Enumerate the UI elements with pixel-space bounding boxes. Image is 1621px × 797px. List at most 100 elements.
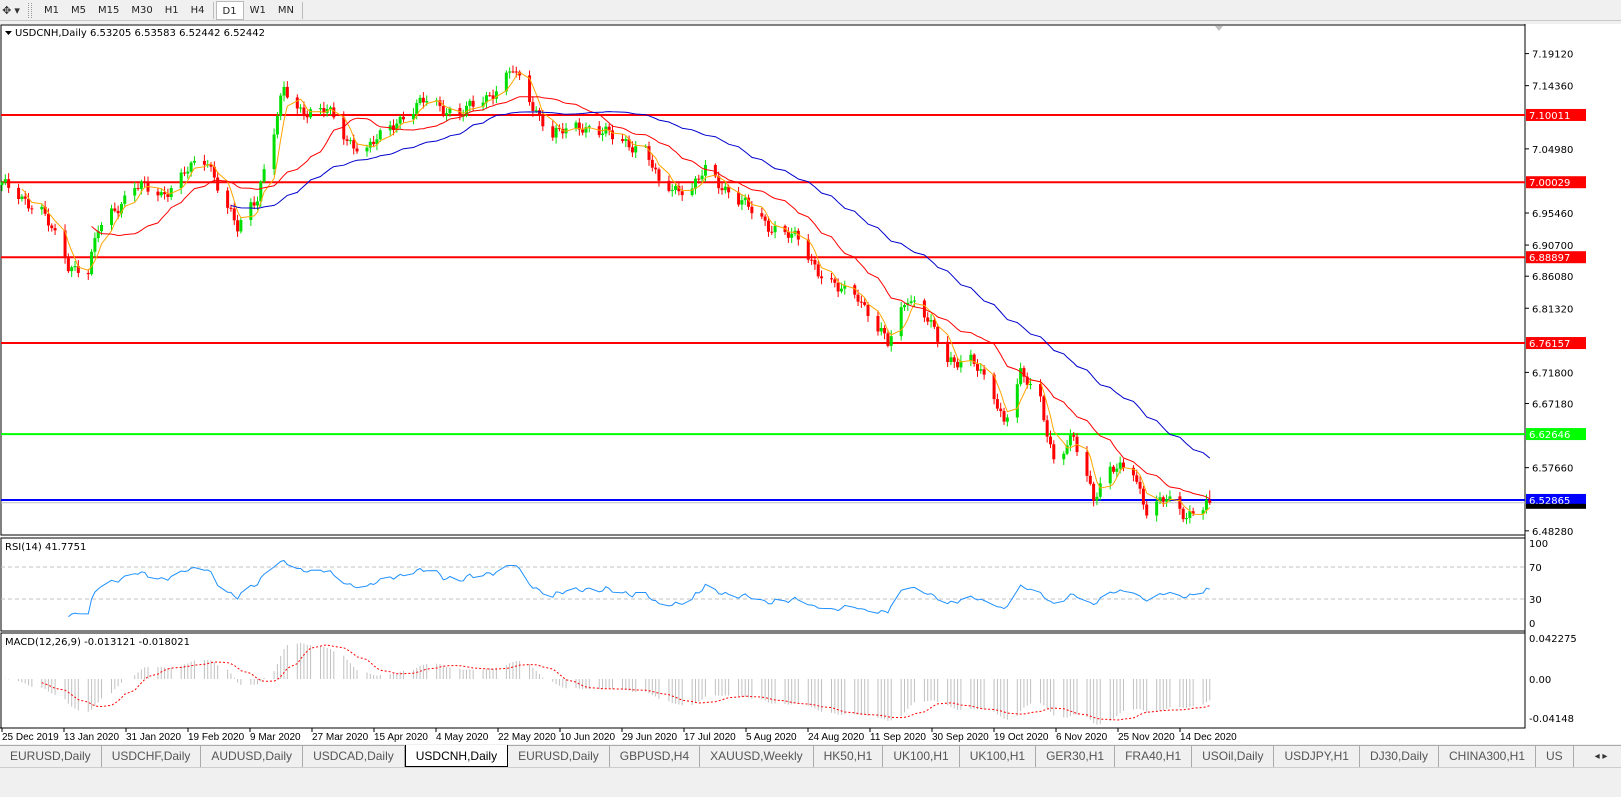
- level-price-tag: [1526, 251, 1586, 264]
- bear-candle: [528, 75, 532, 103]
- bull-candle: [508, 71, 512, 73]
- bear-candle: [46, 213, 50, 226]
- period-button-mn[interactable]: MN: [277, 4, 294, 16]
- bear-candle: [352, 140, 356, 149]
- level-price-tag: [1526, 337, 1586, 350]
- period-button-m1[interactable]: M1: [44, 4, 59, 16]
- chart-tab[interactable]: EURUSD,Daily: [0, 746, 102, 767]
- bear-candle: [1181, 508, 1185, 520]
- bear-candle: [212, 166, 216, 178]
- bear-candle: [697, 178, 701, 180]
- chart-tab[interactable]: HK50,H1: [814, 746, 884, 767]
- chart-tab[interactable]: US: [1536, 746, 1574, 767]
- bear-candle: [856, 294, 860, 302]
- period-button-w1[interactable]: W1: [249, 4, 266, 16]
- bear-candle: [1112, 466, 1116, 472]
- bull-candle: [634, 146, 638, 153]
- bear-candle: [202, 160, 206, 165]
- bear-candle: [30, 208, 34, 210]
- bear-candle: [156, 191, 160, 196]
- rsi-tick-label: 0: [1529, 619, 1535, 630]
- main-pane: [0, 24, 1526, 536]
- bear-candle: [66, 258, 70, 272]
- level-price-label: 6.62646: [1529, 430, 1570, 441]
- bull-candle: [949, 357, 953, 363]
- bear-candle: [952, 357, 956, 362]
- bear-candle: [163, 192, 167, 195]
- bull-candle: [418, 97, 422, 104]
- bull-candle: [902, 305, 906, 308]
- bear-candle: [216, 177, 220, 191]
- bear-candle: [1141, 488, 1145, 505]
- bull-candle: [703, 164, 707, 176]
- bear-candle: [760, 213, 764, 217]
- chart-tab[interactable]: GBPUSD,H4: [610, 746, 701, 767]
- date-label: 29 Jun 2020: [622, 732, 677, 743]
- bull-candle: [481, 102, 485, 107]
- chart-tab[interactable]: USOil,Daily: [1192, 746, 1275, 767]
- bear-candle: [1131, 467, 1135, 476]
- chart-window[interactable]: USDCNH,Daily 6.53205 6.53583 6.52442 6.5…: [0, 24, 1621, 744]
- bull-candle: [879, 327, 883, 332]
- chart-tab[interactable]: UK100,H1: [960, 746, 1037, 767]
- bull-candle: [1118, 462, 1122, 469]
- level-price-tag: [1526, 493, 1586, 506]
- bull-candle: [843, 285, 847, 289]
- chart-tab[interactable]: AUDUSD,Daily: [201, 746, 304, 767]
- level-price-label: 6.88897: [1529, 253, 1570, 264]
- period-button-m15[interactable]: M15: [98, 4, 120, 16]
- chart-tab[interactable]: GER30,H1: [1036, 746, 1116, 767]
- bull-candle: [328, 107, 332, 110]
- period-button-m30[interactable]: M30: [131, 4, 153, 16]
- bull-candle: [275, 115, 279, 135]
- bear-candle: [995, 399, 999, 409]
- chart-tab[interactable]: USDCHF,Daily: [102, 746, 202, 767]
- chart-tab[interactable]: UK100,H1: [883, 746, 960, 767]
- bear-candle: [713, 164, 717, 177]
- bull-candle: [1108, 466, 1112, 484]
- bear-candle: [866, 304, 870, 317]
- bull-candle: [189, 162, 193, 172]
- bear-candle: [295, 97, 299, 109]
- chart-tab[interactable]: CHINA300,H1: [1439, 746, 1537, 767]
- chart-tab[interactable]: USDCAD,Daily: [303, 746, 405, 767]
- bear-candle: [27, 198, 31, 209]
- date-label: 27 Mar 2020: [312, 732, 369, 743]
- bull-candle: [192, 160, 196, 163]
- bear-candle: [810, 259, 814, 261]
- period-button-m5[interactable]: M5: [71, 4, 86, 16]
- bear-candle: [806, 239, 810, 260]
- chart-canvas[interactable]: USDCNH,Daily 6.53205 6.53583 6.52442 6.5…: [0, 24, 1621, 744]
- bull-candle: [1029, 384, 1033, 386]
- bear-candle: [597, 126, 601, 136]
- tab-scroll-arrows[interactable]: ◂ ▸: [1581, 746, 1621, 767]
- price-tick-label: 6.71800: [1532, 368, 1573, 379]
- macd-pane: [0, 632, 1526, 729]
- bear-candle: [302, 107, 306, 116]
- bear-candle: [1191, 511, 1195, 514]
- chart-tab[interactable]: USDJPY,H1: [1274, 746, 1360, 767]
- period-button-h4[interactable]: H4: [190, 4, 205, 16]
- bull-candle: [398, 116, 402, 124]
- chart-tab[interactable]: USDCNH,Daily: [404, 745, 509, 767]
- bear-candle: [113, 208, 117, 211]
- date-label: 19 Feb 2020: [188, 732, 245, 743]
- period-button-d1[interactable]: D1: [215, 0, 244, 20]
- crosshair-dropdown-icon[interactable]: ✥ ▾: [2, 4, 20, 17]
- chart-tab[interactable]: XAUUSD,Weekly: [700, 746, 814, 767]
- bear-candle: [50, 225, 54, 229]
- bear-candle: [946, 341, 950, 363]
- bull-candle: [425, 100, 429, 103]
- bear-candle: [577, 122, 581, 130]
- period-button-h1[interactable]: H1: [164, 4, 179, 16]
- chart-tab[interactable]: DJ30,Daily: [1360, 746, 1439, 767]
- chart-tab[interactable]: FRA40,H1: [1115, 746, 1193, 767]
- bull-candle: [368, 141, 372, 148]
- bear-candle: [1022, 368, 1026, 377]
- bear-candle: [1161, 497, 1165, 502]
- bear-candle: [627, 139, 631, 148]
- chart-tab[interactable]: EURUSD,Daily: [508, 746, 610, 767]
- bull-candle: [909, 301, 913, 303]
- toolbar-grip[interactable]: [28, 2, 32, 18]
- bear-candle: [747, 197, 751, 207]
